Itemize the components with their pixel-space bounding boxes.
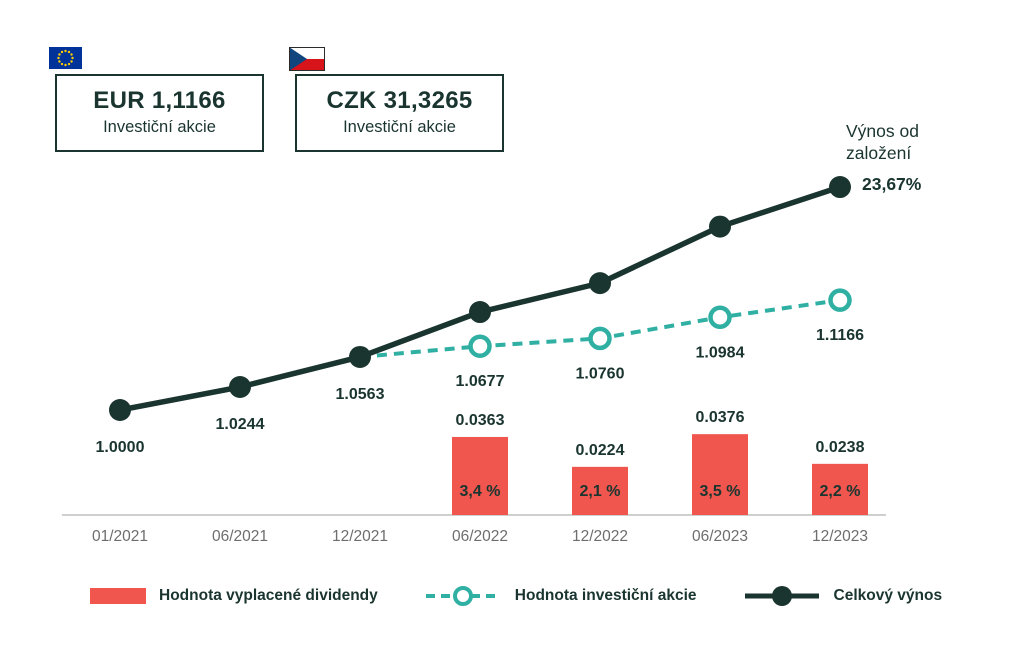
dividend-pct-label: 2,2 % [820,483,861,500]
inception-return-line2: založení [846,143,912,164]
dividend-pct-label: 3,4 % [460,483,501,500]
total-return-point [109,399,131,421]
dashed-line-swatch [425,586,500,606]
x-tick-label: 12/2023 [812,528,868,545]
dividend-bar [692,434,748,515]
eur-rate-value: EUR 1,1166 [93,87,226,114]
dividend-value-label: 0.0238 [816,439,865,456]
inception-return-annotation: Výnos od založení [846,120,919,165]
czk-rate-label: Investiční akcie [343,118,456,136]
total-return-point-label: 1.0000 [96,439,145,456]
eur-rate-box: EUR 1,1166 Investiční akcie [49,47,264,152]
share-value-point [708,305,732,330]
share-value-point [588,326,612,351]
total-return-point [589,272,611,295]
share-value-point [828,288,852,312]
total-return-point-label: 1.0563 [336,386,385,403]
dividend-pct-label: 3,5 % [700,483,741,500]
x-tick-label: 06/2023 [692,528,748,545]
total-return-point [229,376,251,399]
inception-return-line1: Výnos od [846,121,919,141]
x-tick-label: 12/2021 [332,528,388,545]
dividend-value-label: 0.0224 [576,442,625,459]
share-value-point-label: 1.0760 [576,365,625,382]
legend-label-total-return: Celkový výnos [833,587,943,604]
legend-item-share-value: Hodnota investiční akcie [424,585,697,607]
share-value-point-label: 1.0984 [696,344,745,361]
total-return-point-label: 1.0244 [216,416,265,433]
dividend-value-label: 0.0363 [456,412,505,429]
chart-legend: Hodnota vyplacené dividendy Hodnota inve… [90,584,942,608]
dividend-bar [572,466,628,515]
x-tick-label: 12/2022 [572,528,628,545]
share-value-point [468,334,492,358]
legend-item-total-return: Celkový výnos [743,584,943,608]
solid-line-swatch [744,586,819,606]
dividend-bar [812,463,868,515]
x-tick-label: 06/2021 [212,528,268,545]
total-return-point [349,345,371,368]
share-value-point-label: 1.1166 [816,327,864,344]
total-return-point [829,176,851,199]
czk-rate-box: CZK 31,3265 Investiční akcie [289,47,504,152]
cz-flag-icon [289,47,325,71]
dividend-bar-swatch [90,588,146,604]
legend-label-share-value: Hodnota investiční akcie [514,587,697,604]
dividend-bar [452,436,508,515]
dividend-value-label: 0.0376 [696,409,745,426]
share-value-point-label: 1.0677 [456,373,505,390]
x-tick-label: 01/2021 [92,528,148,545]
x-tick-label: 06/2022 [452,528,508,545]
legend-label-dividends: Hodnota vyplacené dividendy [159,587,378,604]
total-return-point [469,301,491,324]
eu-flag-icon [49,47,82,69]
inception-return-value: 23,67% [862,174,922,194]
czk-rate-value: CZK 31,3265 [326,87,473,114]
performance-chart: 01/2021 06/2021 12/2021 06/2022 12/2022 06/20… [62,176,886,545]
eur-rate-label: Investiční akcie [103,118,216,136]
dividend-pct-label: 2,1 % [580,483,621,500]
legend-item-dividends: Hodnota vyplacené dividendy [90,587,378,605]
total-return-point [709,215,731,238]
